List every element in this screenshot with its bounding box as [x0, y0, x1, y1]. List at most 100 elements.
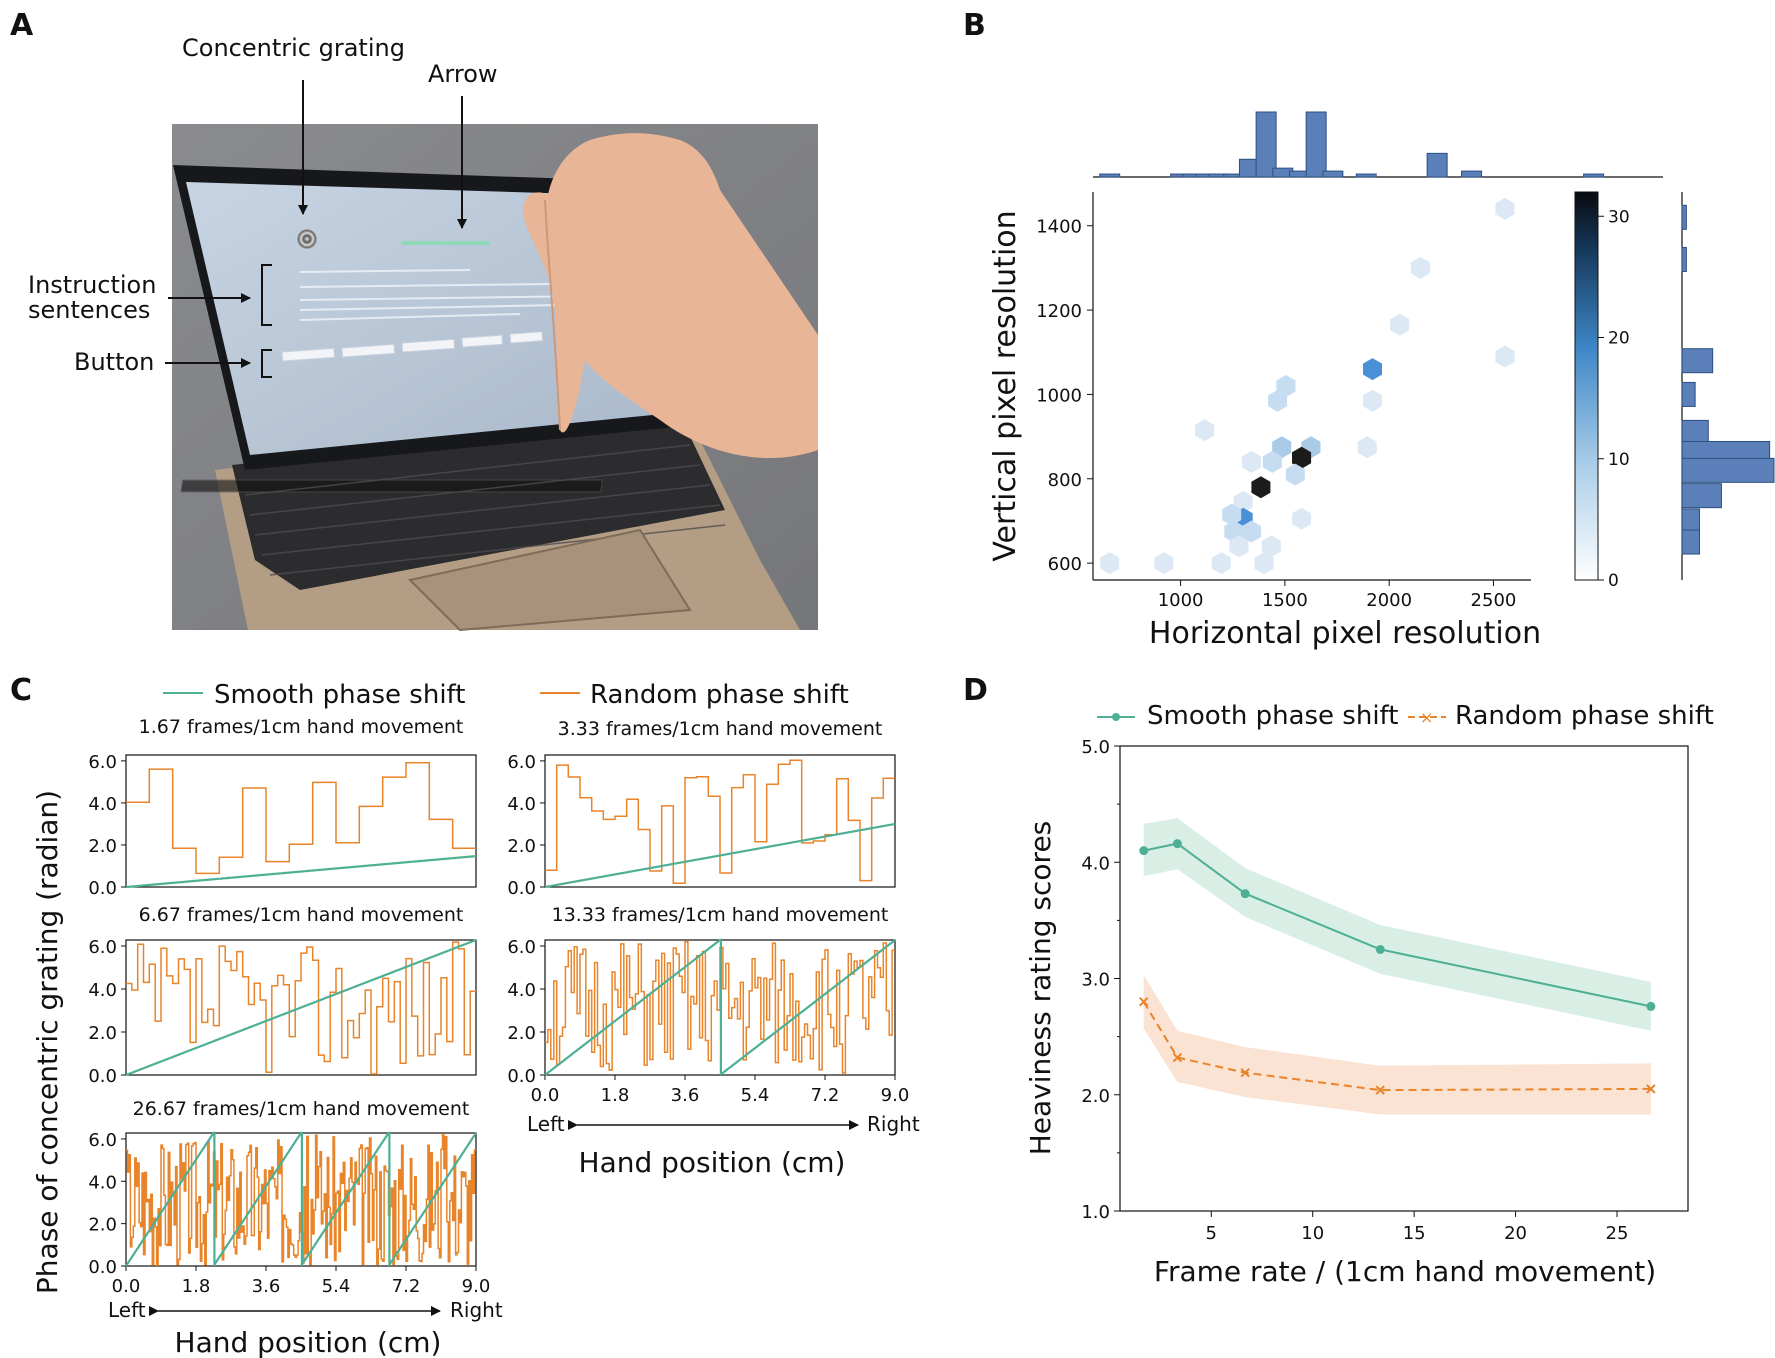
marginal-x-bar: [1099, 173, 1121, 178]
ci-band-smooth: [1143, 818, 1651, 1031]
grating-icon: [297, 229, 317, 249]
hexbin: [1261, 535, 1281, 558]
photo-laptop: [172, 124, 818, 632]
label-button: Button: [74, 348, 154, 376]
y-tick-label-c: 6.0: [88, 1130, 117, 1151]
legend-smooth-marker-d: [1112, 713, 1120, 721]
point-smooth: [1646, 1001, 1656, 1011]
y-tick-label-d: 4.0: [1081, 853, 1110, 874]
x-tick-label-b: 1000: [1158, 590, 1204, 611]
legend-random-d: Random phase shift: [1455, 701, 1714, 731]
y-tick-label-c: 2.0: [88, 836, 117, 857]
y-tick-label-c: 2.0: [88, 1023, 117, 1044]
x-tick-label-c: 1.8: [182, 1276, 211, 1297]
panel-label-a: A: [10, 8, 34, 43]
x-tick-label-c: 0.0: [112, 1276, 141, 1297]
left-label-c2: Left: [527, 1112, 565, 1136]
y-tick-label-c: 4.0: [507, 794, 536, 815]
point-smooth: [1139, 846, 1149, 856]
y-tick-label-c: 0.0: [507, 878, 536, 899]
x-tick-label-c: 1.8: [601, 1085, 630, 1106]
marginal-x-bar: [1305, 111, 1327, 178]
marginal-y-bar: [1681, 508, 1701, 534]
y-tick-label-c: 6.0: [507, 752, 536, 773]
smooth-phase-line: [544, 822, 896, 889]
subplot-title: 3.33 frames/1cm hand movement: [558, 718, 883, 740]
random-phase-line: [545, 759, 895, 885]
hexbin: [1242, 520, 1261, 543]
y-tick-label-b: 1200: [1036, 301, 1082, 322]
y-tick-label-d: 1.0: [1081, 1202, 1110, 1223]
colorbar-tick-label: 10: [1608, 450, 1630, 470]
subplot-frame: [125, 939, 477, 1076]
xlabel-b: Horizontal pixel resolution: [1149, 616, 1541, 651]
y-tick-label-c: 0.0: [88, 1257, 117, 1278]
hexbin: [1100, 552, 1120, 575]
hexbin: [1251, 476, 1271, 499]
hexbin: [1292, 446, 1312, 469]
y-tick-label-d: 3.0: [1081, 970, 1110, 991]
x-tick-label-b: 1500: [1262, 590, 1308, 611]
x-tick-label-d: 5: [1206, 1223, 1217, 1244]
hexbin: [1262, 450, 1282, 473]
y-tick-label-d: 5.0: [1081, 737, 1110, 758]
colorbar: [1574, 191, 1599, 581]
y-tick-label-c: 4.0: [507, 980, 536, 1001]
marginal-y-bar: [1681, 381, 1696, 407]
x-tick-label-c: 0.0: [531, 1085, 560, 1106]
y-tick-label-c: 0.0: [507, 1066, 536, 1087]
marginal-y-bar: [1681, 246, 1687, 272]
legend-random-c: Random phase shift: [590, 680, 849, 710]
right-label-c1: Right: [450, 1298, 503, 1322]
subplot-title: 6.67 frames/1cm hand movement: [139, 904, 464, 926]
hexbin: [1390, 313, 1410, 336]
hexbin: [1222, 503, 1242, 526]
panel-label-b: B: [963, 8, 986, 43]
hand-image: [523, 133, 818, 459]
hexbin: [1292, 507, 1312, 530]
subplot-title: 1.67 frames/1cm hand movement: [139, 716, 464, 738]
legend-random-marker-d: ×: [1420, 708, 1433, 727]
x-tick-label-c: 3.6: [252, 1276, 281, 1297]
y-tick-label-c: 4.0: [88, 980, 117, 1001]
hexbin: [1363, 389, 1382, 412]
point-smooth: [1375, 944, 1385, 954]
chart-c: 1.67 frames/1cm hand movement 0.0 2.0 4.0 6.…: [88, 716, 909, 1297]
xlabel-c-right: Hand position (cm): [579, 1146, 846, 1179]
hexbin: [1495, 345, 1515, 368]
panel-label-d: D: [963, 673, 988, 708]
point-smooth: [1172, 839, 1182, 849]
label-concentric-grating: Concentric grating: [182, 34, 405, 62]
x-tick-label-d: 15: [1403, 1223, 1426, 1244]
y-tick-label-c: 2.0: [507, 1023, 536, 1044]
marginal-y-bar: [1681, 348, 1714, 374]
y-tick-label-c: 6.0: [88, 752, 117, 773]
marginal-y-bar: [1681, 457, 1775, 483]
colorbar-tick-label: 20: [1608, 329, 1630, 349]
marginal-y-bar: [1681, 204, 1687, 230]
colorbar-tick-label: 30: [1608, 207, 1630, 227]
marginal-x-bar: [1355, 173, 1377, 178]
x-tick-label-d: 25: [1606, 1223, 1629, 1244]
right-label-c2: Right: [867, 1112, 920, 1136]
marginal-x-bar: [1255, 111, 1277, 178]
left-label-c1: Left: [108, 1298, 146, 1322]
y-tick-label-c: 0.0: [88, 1066, 117, 1087]
y-tick-label-c: 6.0: [88, 937, 117, 958]
x-tick-label-c: 9.0: [462, 1276, 491, 1297]
random-phase-line: [126, 941, 476, 1075]
smooth-phase-line: [125, 938, 477, 1077]
y-tick-label-c: 0.0: [88, 878, 117, 899]
hexbin: [1154, 552, 1174, 575]
hexbin: [1242, 450, 1261, 473]
y-tick-label-c: 2.0: [88, 1215, 117, 1236]
subplot-frame: [544, 754, 896, 888]
xlabel-c-bottom: Hand position (cm): [175, 1326, 442, 1358]
x-tick-label-c: 5.4: [741, 1085, 770, 1106]
hexbin: [1254, 552, 1274, 575]
x-tick-label-c: 9.0: [881, 1085, 910, 1106]
label-arrow: Arrow: [428, 60, 498, 88]
hexbin: [1495, 197, 1515, 220]
y-tick-label-b: 800: [1048, 470, 1082, 491]
